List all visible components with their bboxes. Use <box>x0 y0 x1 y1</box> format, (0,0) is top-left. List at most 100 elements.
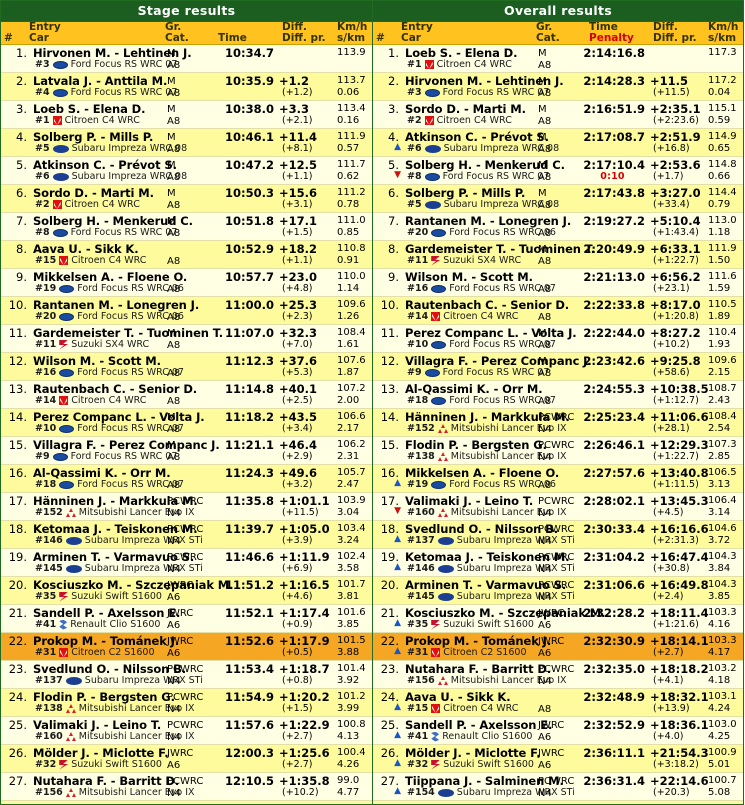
table-row[interactable]: 19.▲ Arminen T. - Varmavuo S.#145 Subaru I… <box>1 548 372 577</box>
table-row[interactable]: 11.▲ Perez Companc L. - Volta J.#10 Ford F… <box>373 324 743 353</box>
row-position-cell: 7.▲ <box>373 212 401 241</box>
table-row[interactable]: 24.▲ Flodin P. - Bergsten G.#138 Mitsubish… <box>1 688 372 717</box>
table-row[interactable]: 23.▲ Nutahara F. - Barritt D.#156 Mitsubis… <box>373 660 743 689</box>
diff-previous: (+4.1) <box>653 675 684 686</box>
diff-leader: +1:16.5 <box>279 578 330 592</box>
car-model: Ford Focus RS WRC 06 <box>77 283 184 294</box>
table-row[interactable]: 20.▲ Arminen T. - Varmavuo S.#145 Subaru I… <box>373 576 743 605</box>
table-row[interactable]: 17.▲ Hänninen J. - Markkula M.#152 Mitsubi… <box>1 492 372 521</box>
table-row[interactable]: 28.▲Burkart A. - Kölbach M.#33Citroen C2… <box>1 800 372 804</box>
car-model: Subaru Impreza WRX STi <box>456 787 575 798</box>
row-speed-cell: 103.2 4.18 <box>706 660 743 689</box>
position-number: 9. <box>16 270 27 284</box>
table-row[interactable]: 17. ▼ Valimaki J. - Leino T. #160 Mitsubishi… <box>373 492 743 521</box>
table-row[interactable]: 16.▲ Al-Qassimi K. - Orr M.#18 Ford Focus … <box>1 464 372 493</box>
table-row[interactable]: 27. ▲ Tiippana J. - Salminen M. #154 Subaru … <box>373 772 743 801</box>
row-group-cell: A8 <box>165 296 211 325</box>
category: A8 <box>538 704 552 715</box>
table-row[interactable]: 19. ▲ Ketomaa J. - Teiskonen M. #146 Subaru … <box>373 548 743 577</box>
row-speed-cell: 104.6 3.72 <box>706 520 743 549</box>
table-row[interactable]: 12.▲ Wilson M. - Scott M.#16 Ford Focus RS… <box>1 352 372 381</box>
row-group-cell: A8 <box>165 240 211 269</box>
table-row[interactable]: 27.▲ Nutahara F. - Barritt D.#156 Mitsubis… <box>1 772 372 801</box>
car-number: #1 <box>407 59 422 70</box>
table-row[interactable]: 22.▲ Prokop M. - Tománek J.#31 Citroen C2 … <box>1 632 372 661</box>
table-row[interactable]: 5.▲ Atkinson C. - Prévot S.#6 Subaru Impre… <box>1 156 372 185</box>
table-row[interactable]: 26.▲ Mölder J. - Miclotte F.#32 Suzuki Swi… <box>373 744 743 773</box>
table-row[interactable]: 28.▲Aksakov E. - Kornilov A.#148Mitsubis… <box>373 800 743 804</box>
speed-kmh: 107.6 <box>337 355 366 366</box>
table-row[interactable]: 7.▲ Rantanen M. - Lonegren J.#20 Ford Focu… <box>373 212 743 241</box>
table-row[interactable]: 25.▲ Valimaki J. - Leino T.#160 Mitsubishi… <box>1 716 372 745</box>
total-time: 2:32:48.9 <box>583 690 645 704</box>
row-position-cell: 28.▲ <box>1 800 29 804</box>
seconds-per-km: 1.61 <box>337 339 360 350</box>
table-row[interactable]: 8.▲ Gardemeister T. - Tuominen T.#11 Suzuk… <box>373 240 743 269</box>
table-row[interactable]: 26.▲ Mölder J. - Miclotte F.#32 Suzuki Swi… <box>1 744 372 773</box>
diff-leader: +1:05.0 <box>279 522 330 536</box>
category: N4 <box>538 508 552 519</box>
diff-previous <box>279 59 335 71</box>
table-row[interactable]: 13.▲ Al-Qassimi K. - Orr M.#18 Ford Focus … <box>373 380 743 409</box>
speed-kmh: 103.3 <box>708 635 737 646</box>
row-position-cell: 16.▲ <box>373 464 401 493</box>
citroen-logo-icon <box>59 256 69 265</box>
table-row[interactable]: 12.▲ Villagra F. - Perez Companc J.#9 Ford… <box>373 352 743 381</box>
table-row[interactable]: 15.▲ Flodin P. - Bergsten G.#138 Mitsubish… <box>373 436 743 465</box>
table-row[interactable]: 4. ▲ Atkinson C. - Prévot S. #6 Subaru Impre… <box>373 128 743 157</box>
row-entry-cell: Villagra F. - Perez Companc J. #9 Ford Foc… <box>401 352 592 381</box>
row-entry-cell: Atkinson C. - Prévot S. #6 Subaru Impreza … <box>29 156 187 185</box>
table-row[interactable]: 2.▲ Hirvonen M. - Lehtinen J.#3 Ford Focus… <box>373 72 743 101</box>
table-row[interactable]: 14.▲ Perez Companc L. - Volta J.#10 Ford F… <box>1 408 372 437</box>
table-row[interactable]: 8.▲ Aava U. - Sikk K.#15 Citroen C4 WRC A8… <box>1 240 372 269</box>
speed-kmh: 110.0 <box>337 271 366 282</box>
table-row[interactable]: 20.▲ Kosciuszko M. - Szczepaniak M.#35 Suz… <box>1 576 372 605</box>
group <box>167 244 170 255</box>
table-row[interactable]: 22.▲ Prokop M. - Tománek J.#31 Citroen C2 … <box>373 632 743 661</box>
table-row[interactable]: 10.▲ Rantanen M. - Lonegren J.#20 Ford Foc… <box>1 296 372 325</box>
table-row[interactable]: 9.▲ Wilson M. - Scott M.#16 Ford Focus RS … <box>373 268 743 297</box>
table-row[interactable]: 6.▲ Solberg P. - Mills P.#5 Subaru Impreza… <box>373 184 743 213</box>
table-row[interactable]: 3.▲ Loeb S. - Elena D.#1 Citroen C4 WRC MA8… <box>1 100 372 129</box>
table-row[interactable]: 23.▲ Svedlund O. - Nilsson B.#137 Subaru I… <box>1 660 372 689</box>
table-row[interactable]: 11.▲ Gardemeister T. - Tuominen T.#11 Suzu… <box>1 324 372 353</box>
table-row[interactable]: 24. ▲ Aava U. - Sikk K. #15 Citroen C4 WRC A… <box>373 688 743 717</box>
table-row[interactable]: 4.▲ Solberg P. - Mills P.#5 Subaru Impreza… <box>1 128 372 157</box>
table-row[interactable]: 18.▲ Ketomaa J. - Teiskonen M.#146 Subaru … <box>1 520 372 549</box>
table-row[interactable]: 21.▲ Sandell P. - Axelsson E.#41 Renault C… <box>1 604 372 633</box>
row-group-cell: M A8 <box>165 324 211 353</box>
row-entry-cell: Gardemeister T. - Tuominen T. #11 Suzuki S… <box>29 324 223 353</box>
table-row[interactable]: 5. ▼ Solberg H. - Menkerud C. #8 Ford Focus … <box>373 156 743 185</box>
row-speed-cell: 100.9 5.01 <box>706 744 743 773</box>
table-row[interactable]: 18. ▲ Svedlund O. - Nilsson B. #137 Subaru I… <box>373 520 743 549</box>
table-row[interactable]: 21. ▲ Kosciuszko M. - Szczepaniak M. #35 Suz… <box>373 604 743 633</box>
table-row[interactable]: 16. ▲ Mikkelsen A. - Floene O. #19 Ford Focu… <box>373 464 743 493</box>
table-row[interactable]: 14.▲ Hänninen J. - Markkula M.#152 Mitsubi… <box>373 408 743 437</box>
car-model: Citroen C4 WRC <box>443 311 519 322</box>
table-row[interactable]: 15.▲ Villagra F. - Perez Companc J.#9 Ford… <box>1 436 372 465</box>
diff-previous: (+30.8) <box>653 563 690 574</box>
crew-name: Valimaki J. - Leino T. <box>405 494 534 508</box>
table-row[interactable]: 6.▲ Sordo D. - Marti M.#2 Citroen C4 WRC MA… <box>1 184 372 213</box>
table-row[interactable]: 25. ▲ Sandell P. - Axelsson E. #41 Renault C… <box>373 716 743 745</box>
table-row[interactable]: 1.▲ Hirvonen M. - Lehtinen J.#3 Ford Focus… <box>1 44 372 73</box>
row-position-cell: 14.▲ <box>373 408 401 437</box>
row-group-cell: A8 <box>536 268 582 297</box>
table-row[interactable]: 9.▲ Mikkelsen A. - Floene O.#19 Ford Focus… <box>1 268 372 297</box>
row-group-cell: M A8 <box>536 156 582 185</box>
table-row[interactable]: 13.▲ Rautenbach C. - Senior D.#14 Citroen … <box>1 380 372 409</box>
table-row[interactable]: 10.▲ Rautenbach C. - Senior D.#14 Citroen … <box>373 296 743 325</box>
crew-name: Prokop M. - Tománek J. <box>405 634 552 648</box>
col-group: Gr. Cat. <box>536 22 582 45</box>
row-time-cell: 11:52.6 <box>211 632 276 661</box>
table-row[interactable]: 1.▲ Loeb S. - Elena D.#1 Citroen C4 WRC MA8… <box>373 44 743 73</box>
speed-kmh: 101.4 <box>337 663 366 674</box>
car-model: Mitsubishi Lancer Evo IX <box>78 787 195 798</box>
category: N4 <box>538 452 552 463</box>
ford-logo-icon <box>431 396 447 405</box>
table-row[interactable]: 3.▲ Sordo D. - Marti M.#2 Citroen C4 WRC MA… <box>373 100 743 129</box>
table-row[interactable]: 2.▲ Latvala J. - Anttila M.#4 Ford Focus R… <box>1 72 372 101</box>
table-row[interactable]: 7.▲ Solberg H. - Menkerud C.#8 Ford Focus … <box>1 212 372 241</box>
speed-kmh: 108.4 <box>708 411 737 422</box>
